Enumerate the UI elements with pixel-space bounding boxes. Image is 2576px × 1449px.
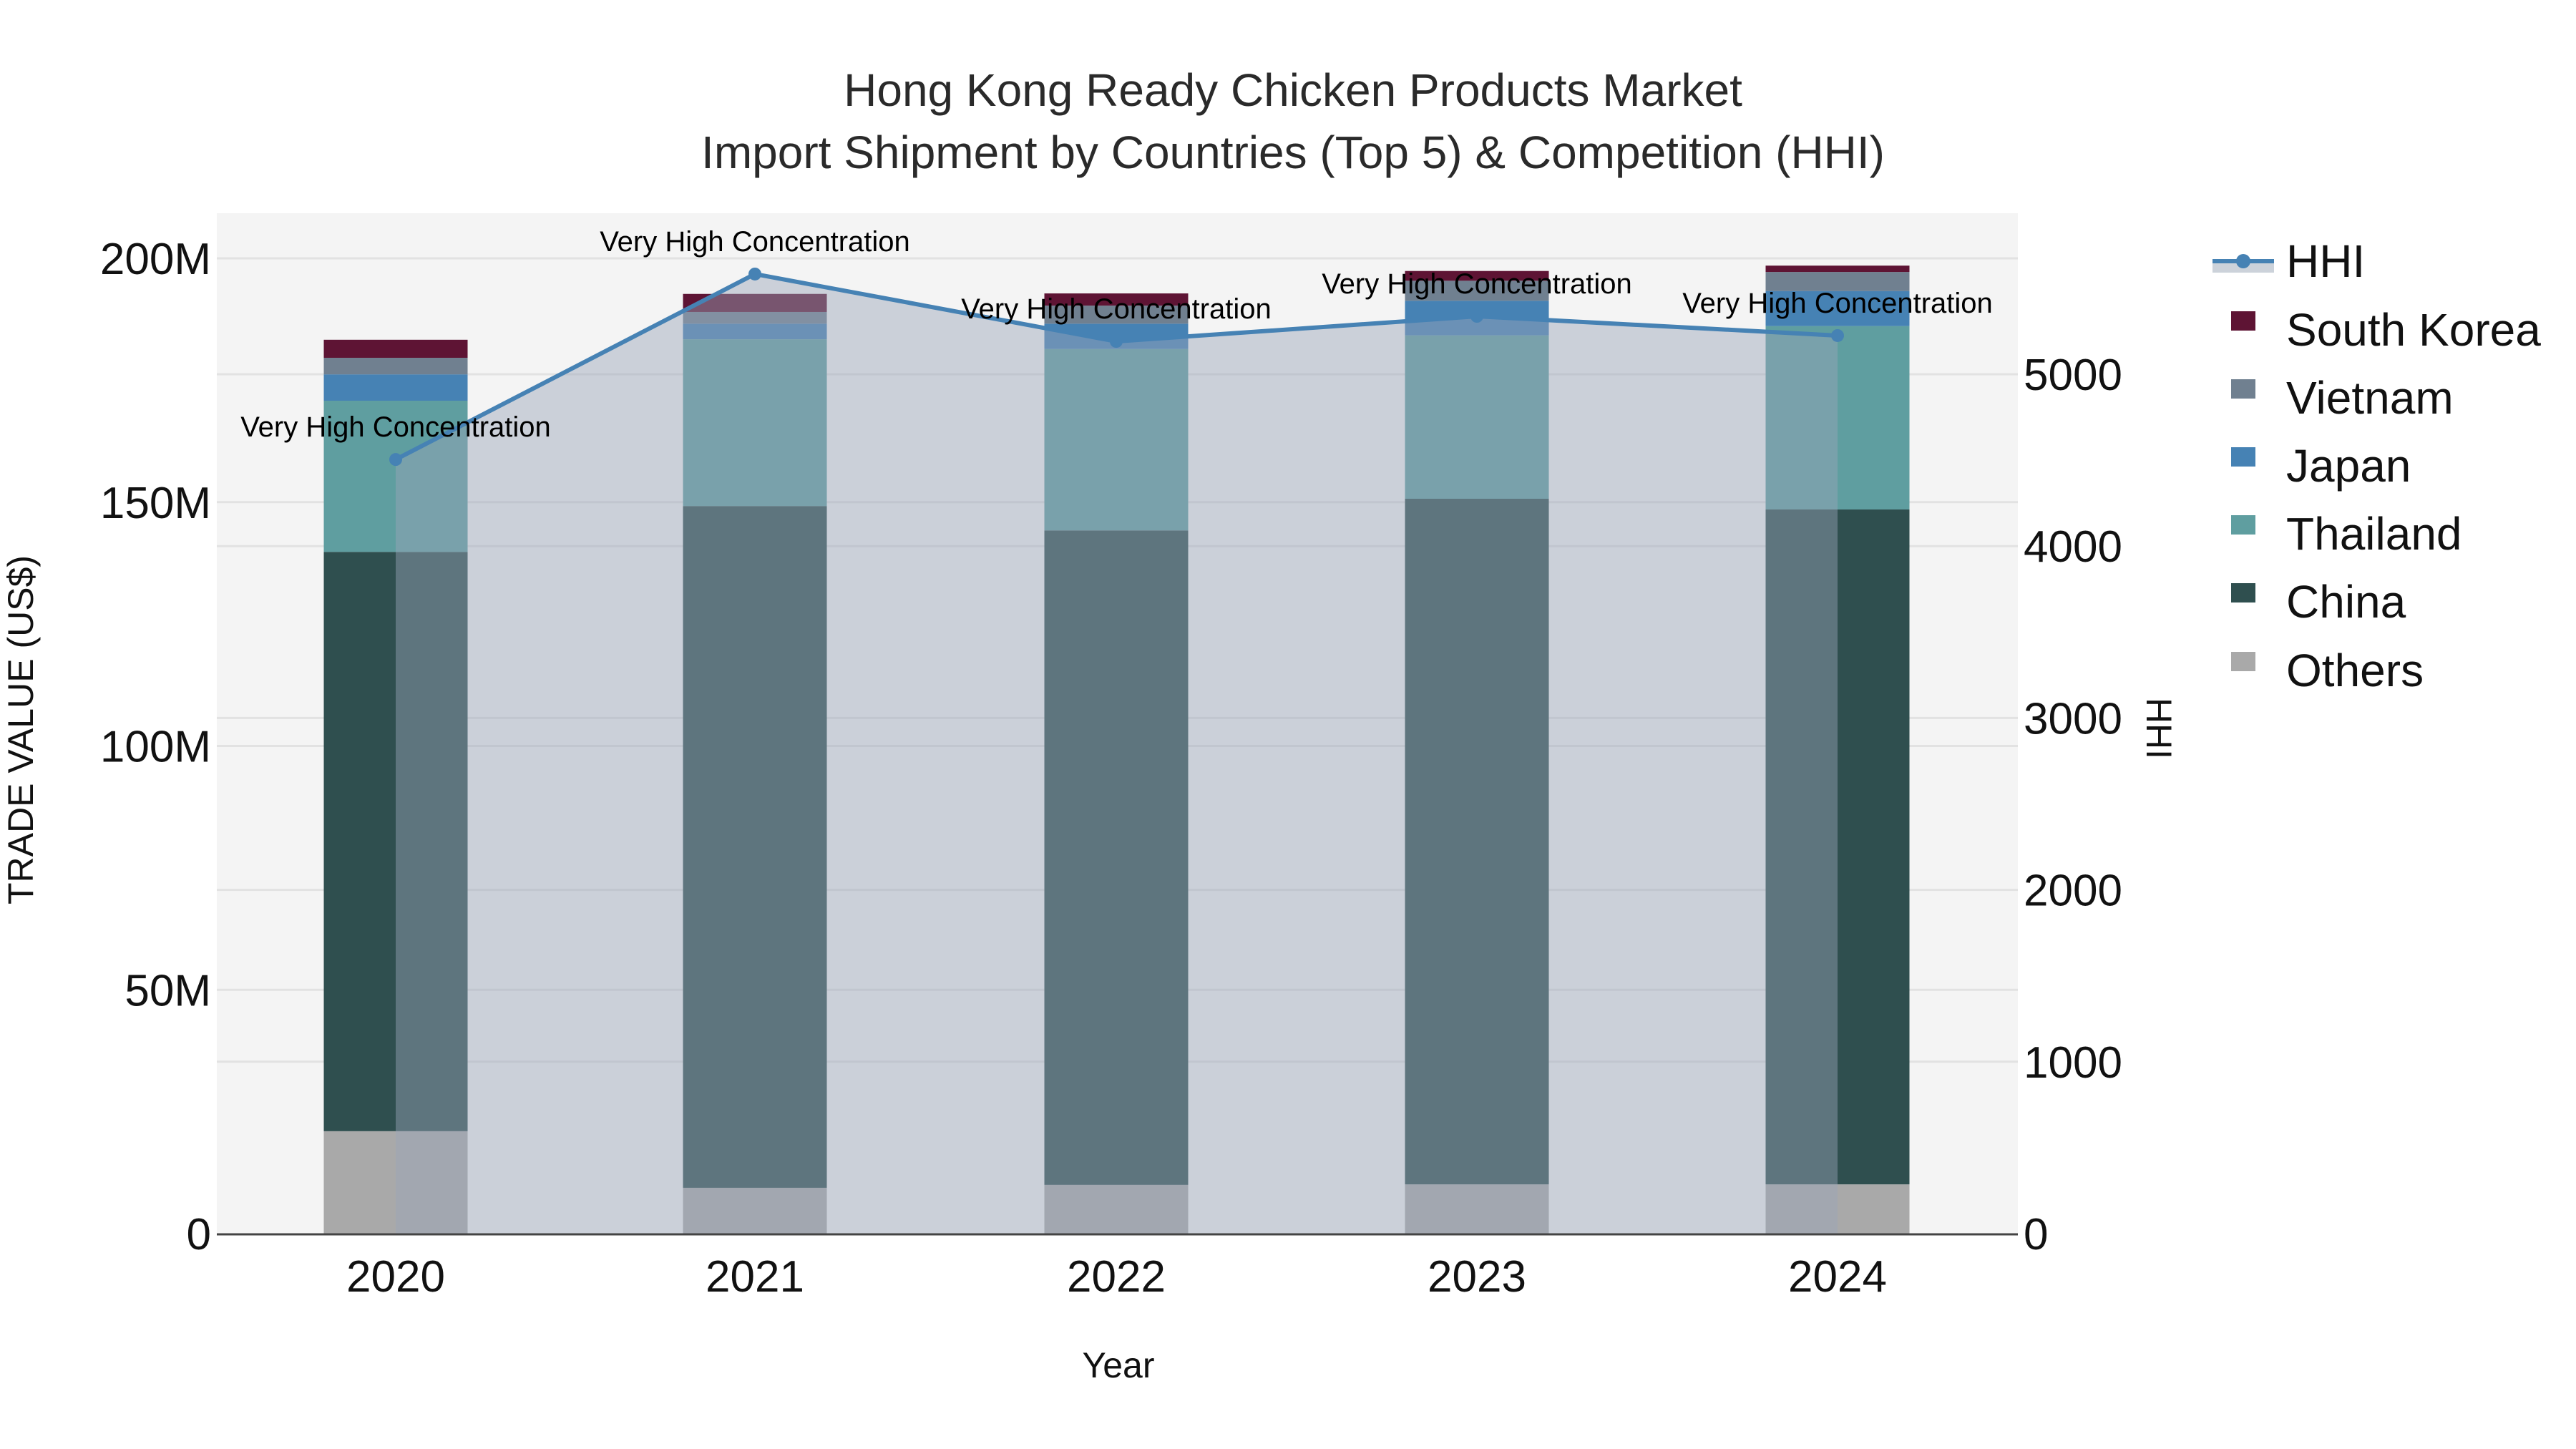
x-tick-label: 2021 <box>706 1252 804 1302</box>
hhi-area <box>396 273 1838 1234</box>
bar-segment-china[interactable] <box>1044 530 1189 1185</box>
bar-segment-others[interactable] <box>683 1187 827 1234</box>
bar-segment-others[interactable] <box>1405 1184 1549 1234</box>
y-left-ticks: 0 50M 100M 150M 200M <box>100 235 211 1259</box>
bar-segment-thailand[interactable] <box>683 339 827 507</box>
y-right-tick-label: 1000 <box>2024 1038 2122 1088</box>
legend-swatch-icon <box>2231 379 2255 399</box>
bar-segment-japan[interactable] <box>323 374 468 401</box>
bar-segment-south-korea[interactable] <box>323 339 468 358</box>
hhi-marker-2023[interactable] <box>1470 310 1483 323</box>
bar-segment-others[interactable] <box>1765 1184 1910 1234</box>
annotation-label: Very High Concentration <box>600 226 910 258</box>
legend-item-china[interactable]: China <box>2231 576 2406 628</box>
legend-item-thailand[interactable]: Thailand <box>2231 508 2462 560</box>
x-ticks: 2020 2021 2022 2023 2024 <box>346 1252 1887 1302</box>
annotation-label: Very High Concentration <box>961 293 1272 325</box>
bar-segment-japan[interactable] <box>1765 291 1910 326</box>
bar-segment-vietnam[interactable] <box>1044 306 1189 324</box>
bar-2024[interactable] <box>1765 265 1910 1234</box>
y-right-axis-title: HHI <box>2139 698 2179 759</box>
y-left-tick-label: 100M <box>100 723 211 772</box>
y-right-tick-label: 0 <box>2024 1210 2048 1259</box>
hhi-marker-2021[interactable] <box>748 267 761 280</box>
x-tick-label: 2022 <box>1067 1252 1166 1302</box>
y-left-tick-label: 150M <box>100 479 211 528</box>
legend-label: Thailand <box>2286 508 2462 560</box>
y-right-ticks: 0 1000 2000 3000 4000 5000 <box>2024 351 2122 1259</box>
legend: HHI South Korea Vietnam Japan Thailand China O… <box>2212 235 2541 696</box>
hhi-overlay <box>396 273 1838 1234</box>
bar-segment-china[interactable] <box>1405 498 1549 1185</box>
legend-swatch-icon <box>2231 583 2255 602</box>
bar-segment-south-korea[interactable] <box>1044 293 1189 306</box>
hhi-legend-marker-icon <box>2236 254 2250 268</box>
bar-segment-south-korea[interactable] <box>1765 265 1910 273</box>
annotation-label: Very High Concentration <box>240 411 551 443</box>
chart-title-line1: Hong Kong Ready Chicken Products Market <box>844 64 1742 116</box>
bar-segment-others[interactable] <box>323 1131 468 1234</box>
bar-segment-thailand[interactable] <box>1405 335 1549 499</box>
y-right-tick-label: 4000 <box>2024 522 2122 572</box>
hhi-marker-2024[interactable] <box>1831 328 1844 342</box>
bar-segment-thailand[interactable] <box>323 400 468 552</box>
bar-2022[interactable] <box>1044 293 1189 1234</box>
y-left-tick-label: 200M <box>100 235 211 284</box>
bar-segment-vietnam[interactable] <box>1765 272 1910 291</box>
bar-segment-thailand[interactable] <box>1044 348 1189 531</box>
legend-item-hhi[interactable]: HHI <box>2212 235 2365 287</box>
legend-label: Others <box>2286 645 2424 696</box>
y-right-tick-label: 3000 <box>2024 694 2122 743</box>
hhi-line[interactable] <box>389 267 1844 467</box>
legend-swatch-icon <box>2231 652 2255 671</box>
legend-swatch-icon <box>2231 515 2255 535</box>
bar-segment-japan[interactable] <box>683 323 827 340</box>
legend-swatch-icon <box>2231 447 2255 467</box>
bar-segment-china[interactable] <box>1765 509 1910 1185</box>
legend-label: HHI <box>2286 235 2365 287</box>
y-right-tick-label: 5000 <box>2024 351 2122 400</box>
legend-label: Vietnam <box>2286 372 2454 424</box>
x-tick-label: 2023 <box>1428 1252 1526 1302</box>
bar-2020[interactable] <box>323 339 468 1234</box>
bar-segment-china[interactable] <box>683 506 827 1188</box>
legend-item-japan[interactable]: Japan <box>2231 440 2411 492</box>
x-tick-label: 2024 <box>1788 1252 1887 1302</box>
bar-segment-china[interactable] <box>323 552 468 1131</box>
legend-item-south-korea[interactable]: South Korea <box>2231 304 2541 356</box>
bar-segment-vietnam[interactable] <box>323 358 468 375</box>
legend-label: Japan <box>2286 440 2411 492</box>
x-tick-label: 2020 <box>346 1252 445 1302</box>
bar-segment-vietnam[interactable] <box>683 311 827 324</box>
annotation-label: Very High Concentration <box>1322 268 1632 300</box>
bar-2021[interactable] <box>683 293 827 1234</box>
legend-item-others[interactable]: Others <box>2231 645 2424 696</box>
y-left-tick-label: 50M <box>125 966 211 1015</box>
y-right-tick-label: 2000 <box>2024 867 2122 916</box>
x-axis-title: Year <box>1082 1345 1154 1385</box>
bar-2023[interactable] <box>1405 270 1549 1234</box>
legend-item-vietnam[interactable]: Vietnam <box>2231 372 2454 424</box>
legend-swatch-icon <box>2231 311 2255 331</box>
hhi-marker-2022[interactable] <box>1110 335 1123 348</box>
y-left-tick-label: 0 <box>187 1210 211 1259</box>
chart-title-line2: Import Shipment by Countries (Top 5) & C… <box>701 127 1885 178</box>
annotations: Very High Concentration Very High Concent… <box>240 226 1993 443</box>
legend-label: China <box>2286 576 2406 628</box>
bar-segment-south-korea[interactable] <box>1405 270 1549 281</box>
bar-segment-others[interactable] <box>1044 1184 1189 1234</box>
hhi-marker-2020[interactable] <box>389 453 402 467</box>
stacked-bars <box>323 265 1910 1234</box>
annotation-label: Very High Concentration <box>1682 288 1993 319</box>
y-left-axis-title: TRADE VALUE (US$) <box>1 555 41 904</box>
bar-segment-thailand[interactable] <box>1765 326 1910 509</box>
legend-label: South Korea <box>2286 304 2541 356</box>
bar-segment-vietnam[interactable] <box>1405 280 1549 301</box>
